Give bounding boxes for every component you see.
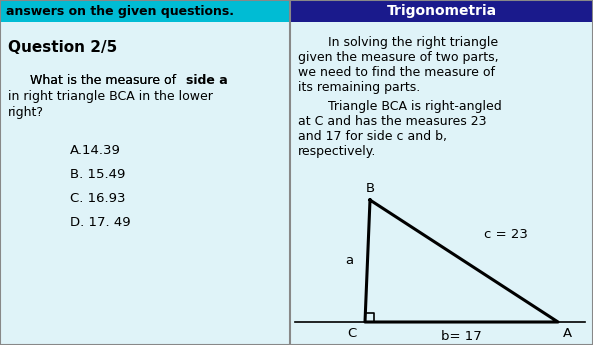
Text: right?: right? <box>8 106 44 119</box>
Text: and 17 for side c and b,: and 17 for side c and b, <box>298 130 447 143</box>
Text: Question 2/5: Question 2/5 <box>8 40 117 55</box>
Text: Triangle BCA is right-angled: Triangle BCA is right-angled <box>328 100 502 113</box>
Text: In solving the right triangle: In solving the right triangle <box>328 36 498 49</box>
Text: at C and has the measures 23: at C and has the measures 23 <box>298 115 486 128</box>
Text: D. 17. 49: D. 17. 49 <box>70 216 130 229</box>
Text: C. 16.93: C. 16.93 <box>70 192 126 205</box>
Text: What is the measure of: What is the measure of <box>30 74 180 87</box>
Text: Trigonometria: Trigonometria <box>387 4 496 18</box>
Text: side a: side a <box>186 74 228 87</box>
Text: What is the measure of: What is the measure of <box>30 74 180 87</box>
Text: in right triangle BCA in the lower: in right triangle BCA in the lower <box>8 90 213 103</box>
Text: A.14.39: A.14.39 <box>70 144 121 157</box>
Text: answers on the given questions.: answers on the given questions. <box>6 4 234 18</box>
Text: b= 17: b= 17 <box>441 330 482 343</box>
Text: given the measure of two parts,: given the measure of two parts, <box>298 51 499 64</box>
Text: c = 23: c = 23 <box>484 228 528 241</box>
Text: respectively.: respectively. <box>298 145 377 158</box>
Text: its remaining parts.: its remaining parts. <box>298 81 420 94</box>
Text: B. 15.49: B. 15.49 <box>70 168 125 181</box>
Text: What is the measure of: What is the measure of <box>30 74 218 87</box>
Text: C: C <box>347 327 357 340</box>
Text: B: B <box>365 182 375 195</box>
Text: we need to find the measure of: we need to find the measure of <box>298 66 495 79</box>
Bar <box>0 0 290 345</box>
Bar <box>290 0 593 22</box>
Text: a: a <box>345 255 353 267</box>
Text: A: A <box>563 327 572 340</box>
Bar <box>0 0 290 22</box>
Bar <box>290 0 593 345</box>
